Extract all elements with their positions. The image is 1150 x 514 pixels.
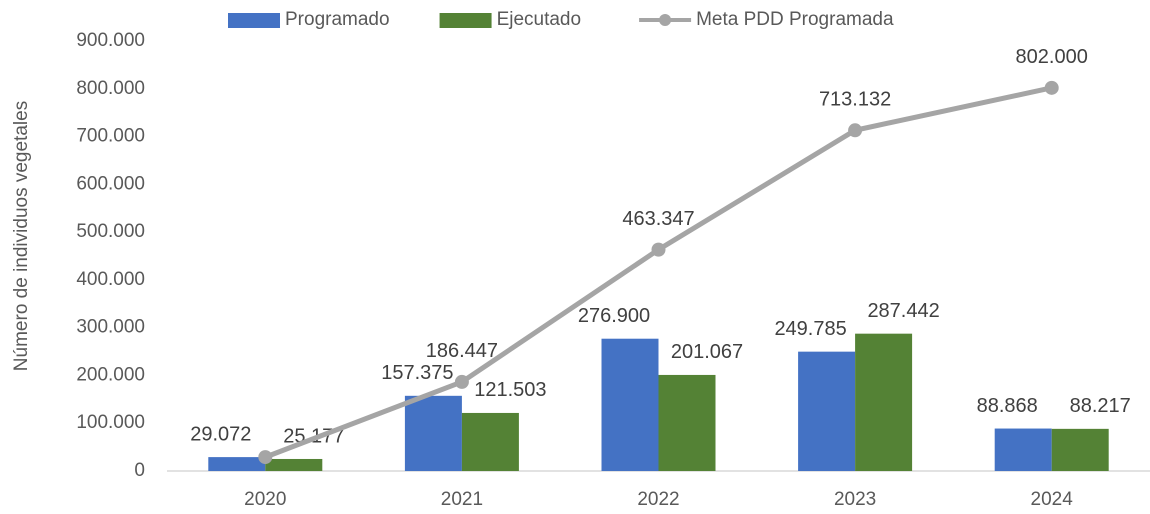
x-tick-label: 2022 [637,489,679,510]
data-label: 276.900 [578,305,650,327]
line-marker [454,374,469,389]
bar [855,333,913,471]
legend-marker [659,14,672,26]
legend-label: Programado [285,9,390,30]
bar [658,374,716,471]
data-label: 88.868 [977,395,1038,417]
bar [265,458,323,471]
line-marker [848,123,863,138]
legend-swatch [228,13,280,28]
y-tick-label: 600.000 [76,173,145,194]
data-label: 713.132 [819,89,891,111]
y-tick-label: 900.000 [76,30,145,51]
data-label: 157.375 [381,362,453,384]
data-label: 802.000 [1016,46,1088,68]
data-label: 29.072 [190,423,251,445]
data-label: 201.067 [671,341,743,363]
line-marker [258,450,273,465]
y-tick-label: 800.000 [76,78,145,99]
y-tick-label: 500.000 [76,221,145,242]
x-tick-label: 2021 [441,489,483,510]
bar [208,457,266,471]
bar [994,428,1052,471]
data-label: 249.785 [774,318,846,340]
bar [798,351,856,471]
x-tick-label: 2020 [244,489,286,510]
bar [461,412,519,471]
y-axis-label: Número de individuos vegetales [11,101,32,371]
legend-label: Ejecutado [497,9,582,30]
data-label: 186.447 [426,340,498,362]
bar [404,395,462,471]
y-tick-label: 200.000 [76,364,145,385]
data-label: 287.442 [867,300,939,322]
y-tick-label: 0 [134,460,145,481]
bar [601,338,659,471]
y-tick-label: 400.000 [76,269,145,290]
x-tick-label: 2023 [834,489,876,510]
line-marker [1044,80,1059,95]
y-tick-label: 700.000 [76,126,145,147]
y-tick-label: 300.000 [76,317,145,338]
data-label: 88.217 [1070,395,1131,417]
legend-swatch [439,13,492,28]
x-tick-label: 2024 [1031,489,1074,510]
y-tick-label: 100.000 [76,412,145,433]
data-label: 463.347 [622,208,694,230]
legend-label: Meta PDD Programada [696,9,894,30]
data-label: 121.503 [474,379,546,401]
line-marker [651,242,666,257]
bar [1051,428,1109,471]
